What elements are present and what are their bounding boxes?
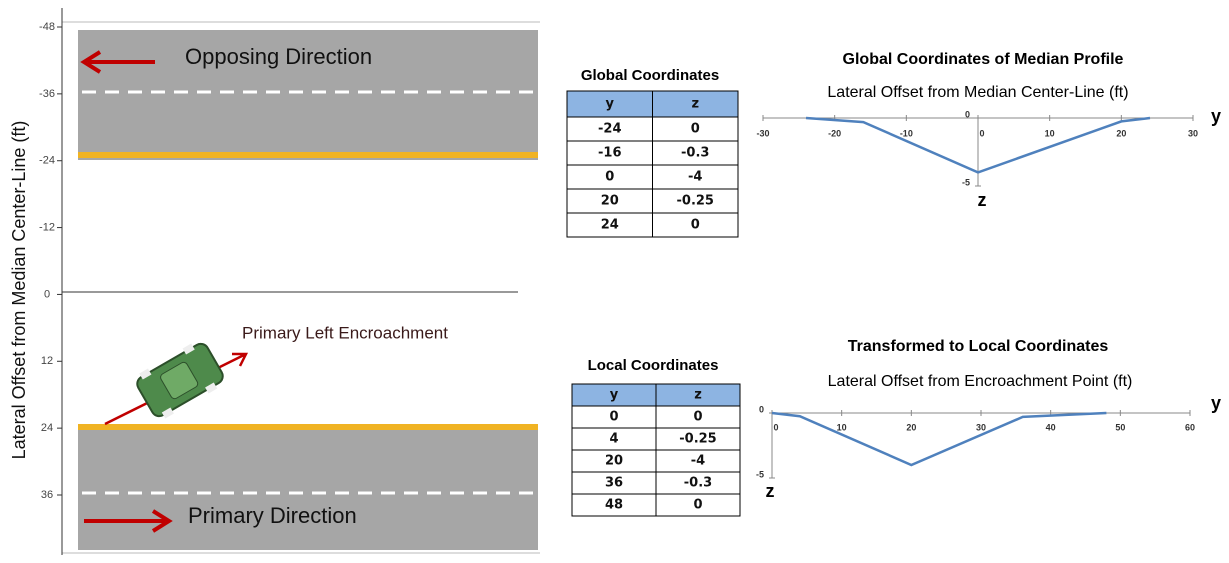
chart-subtitle: Lateral Offset from Median Center-Line (… [827, 84, 1128, 101]
column-header: z [694, 388, 702, 403]
column-header: y [610, 388, 619, 403]
y-tick-label: 0 [965, 109, 970, 119]
profile-line [772, 413, 1106, 465]
y-tick-label: -48 [39, 21, 55, 33]
axis-label: z [978, 190, 987, 210]
vehicle [132, 337, 227, 422]
y-tick-label: -12 [39, 221, 55, 233]
x-tick-label: -30 [756, 128, 769, 138]
y-tick-label: 0 [44, 288, 50, 300]
table-cell: 20 [601, 194, 619, 209]
table-cell: 0 [605, 170, 614, 185]
y-tick-label: -36 [39, 88, 55, 100]
label: Primary Direction [188, 503, 357, 528]
table-cell: -0.3 [684, 476, 712, 491]
primary-roadway [78, 424, 538, 550]
x-tick-label: 0 [979, 128, 984, 138]
x-tick-label: 20 [906, 422, 916, 432]
table-cell: -16 [598, 146, 622, 161]
table-cell: 48 [605, 498, 623, 513]
y-tick-label: 0 [759, 404, 764, 414]
table-title: Local Coordinates [588, 357, 719, 374]
x-tick-label: 30 [1188, 128, 1198, 138]
edge-line [78, 152, 538, 158]
table-cell: 0 [693, 498, 702, 513]
table-cell: 0 [691, 218, 700, 233]
x-tick-label: 60 [1185, 422, 1195, 432]
figure: Opposing Direction Primary Direction Pri… [0, 0, 1229, 558]
table-cell: -0.3 [681, 146, 709, 161]
x-tick-label: 10 [1045, 128, 1055, 138]
table-cell: 24 [601, 218, 619, 233]
chart-title: Global Coordinates of Median Profile [843, 51, 1124, 68]
table-cell: -4 [688, 170, 702, 185]
axis-label: y [1211, 393, 1221, 413]
y-tick-label: -24 [39, 155, 55, 167]
chart-subtitle: Lateral Offset from Encroachment Point (… [828, 373, 1133, 390]
x-tick-label: 40 [1046, 422, 1056, 432]
x-tick-label: 50 [1115, 422, 1125, 432]
table-cell: -0.25 [679, 432, 716, 447]
table-cell: 36 [605, 476, 623, 491]
x-tick-label: -20 [828, 128, 841, 138]
y-tick-label: -5 [756, 469, 764, 479]
table-cell: 20 [605, 454, 623, 469]
table-cell: -4 [691, 454, 705, 469]
y-tick-label: 12 [41, 355, 53, 367]
x-tick-label: 30 [976, 422, 986, 432]
axis-label: z [766, 481, 775, 501]
y-tick-label: 36 [41, 489, 53, 501]
table-cell: 0 [609, 410, 618, 425]
edge-line [78, 424, 538, 430]
chart-title: Transformed to Local Coordinates [848, 338, 1109, 355]
label: Primary Left Encroachment [242, 323, 448, 342]
y-tick-label: 24 [41, 422, 53, 434]
column-header: y [606, 97, 615, 112]
table-cell: -0.25 [677, 194, 714, 209]
table-cell: 0 [693, 410, 702, 425]
column-header: z [691, 97, 699, 112]
x-tick-label: 10 [837, 422, 847, 432]
axis-label: y [1211, 106, 1221, 126]
table-title: Global Coordinates [581, 67, 719, 84]
axis-label: Lateral Offset from Median Center-Line (… [9, 121, 29, 460]
x-tick-label: -10 [900, 128, 913, 138]
table-cell: 0 [691, 122, 700, 137]
x-tick-label: 20 [1116, 128, 1126, 138]
table-cell: 4 [609, 432, 618, 447]
x-tick-label: 0 [773, 422, 778, 432]
y-tick-label: -5 [962, 177, 970, 187]
label: Opposing Direction [185, 44, 372, 69]
table-cell: -24 [598, 122, 622, 137]
